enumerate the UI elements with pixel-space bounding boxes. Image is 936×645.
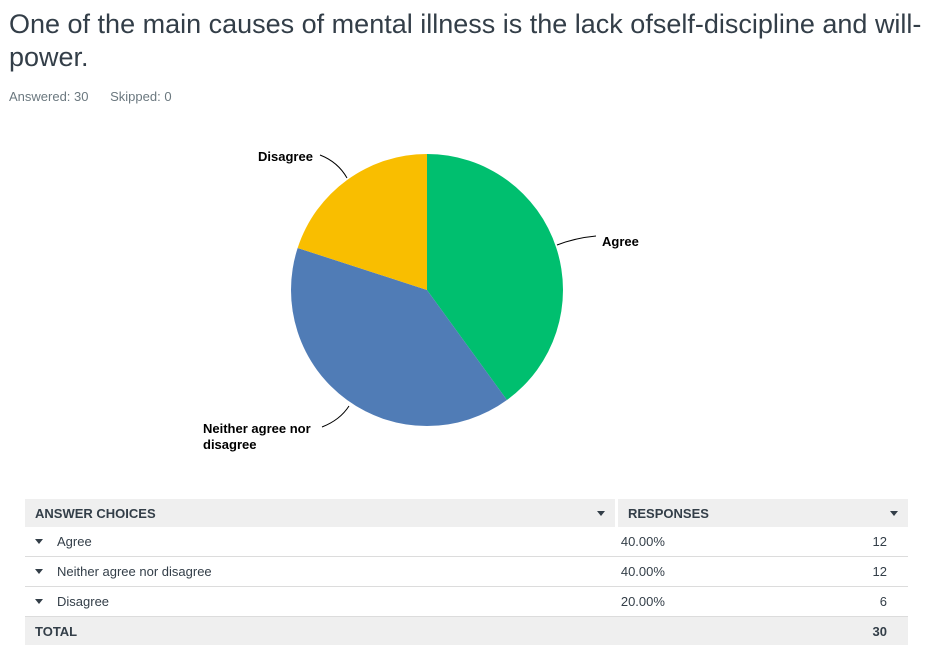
sort-caret-icon[interactable]	[890, 510, 898, 516]
total-label: TOTAL	[35, 623, 78, 639]
pie-chart: Agree Neither agree nor disagree Disagree	[203, 149, 639, 452]
leader-line	[556, 235, 597, 246]
label-disagree: Disagree	[258, 149, 313, 164]
table-row: Disagree 20.00% 6	[25, 587, 908, 617]
choice-label: Neither agree nor disagree	[57, 564, 212, 579]
skipped-count: Skipped: 0	[110, 89, 172, 104]
response-percent: 40.00%	[620, 534, 665, 549]
table-row: Neither agree nor disagree 40.00% 12	[25, 557, 908, 587]
response-count: 12	[872, 534, 887, 549]
total-value: 30	[872, 623, 887, 639]
leader-line	[321, 405, 350, 428]
answered-count: Answered: 30	[9, 89, 89, 104]
response-count: 6	[879, 594, 887, 609]
label-agree: Agree	[602, 234, 639, 249]
slice-agree[interactable]	[427, 154, 563, 401]
choice-label: Agree	[57, 534, 92, 549]
total-row: TOTAL 30	[25, 617, 908, 645]
answer-table: ANSWER CHOICES RESPONSES Agree 40.00% 12…	[25, 499, 908, 645]
expand-caret-icon[interactable]	[35, 539, 43, 544]
response-percent: 20.00%	[620, 594, 665, 609]
sort-caret-icon[interactable]	[597, 510, 605, 516]
slice-disagree[interactable]	[297, 154, 427, 290]
expand-caret-icon[interactable]	[35, 599, 43, 604]
table-row: Agree 40.00% 12	[25, 527, 908, 557]
response-count: 12	[872, 564, 887, 579]
question-title: One of the main causes of mental illness…	[9, 9, 922, 72]
responses-header[interactable]: RESPONSES	[618, 499, 908, 527]
expand-caret-icon[interactable]	[35, 569, 43, 574]
table-header: ANSWER CHOICES RESPONSES	[25, 499, 908, 527]
response-percent: 40.00%	[620, 564, 665, 579]
label-neither: Neither agree nor disagree	[203, 421, 311, 452]
responses-header-label: RESPONSES	[628, 505, 709, 521]
response-stats: Answered: 30 Skipped: 0	[9, 89, 190, 104]
leader-line	[319, 154, 348, 179]
answer-choices-header[interactable]: ANSWER CHOICES	[25, 499, 615, 527]
choice-label: Disagree	[57, 594, 110, 609]
answer-choices-header-label: ANSWER CHOICES	[35, 505, 156, 521]
slice-neither[interactable]	[291, 247, 507, 426]
